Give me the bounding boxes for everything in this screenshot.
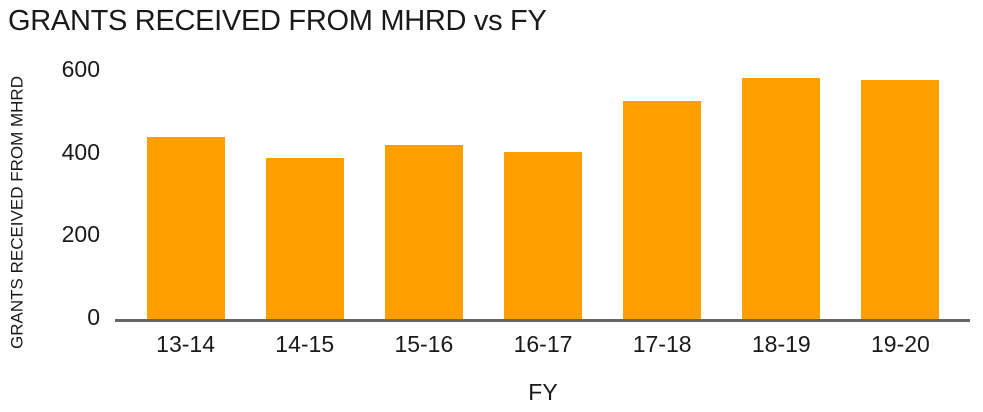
x-tick-label-17-18: 17-18 — [632, 331, 692, 357]
bar-15-16 — [384, 145, 463, 321]
bar-slot-13-14 — [126, 60, 245, 321]
y-tick-label-200: 200 — [61, 221, 100, 247]
bar-17-18 — [623, 101, 702, 321]
bar-slot-16-17 — [483, 60, 602, 321]
bar-slot-14-15 — [245, 60, 364, 321]
y-tick-label-0: 0 — [87, 303, 100, 330]
y-tick-label-400: 400 — [61, 138, 100, 165]
bar-13-14 — [146, 136, 225, 321]
chart-title: GRANTS RECEIVED FROM MHRD vs FY — [8, 5, 547, 37]
x-axis-tick-labels: 13-14 14-15 15-16 16-17 17-18 18-19 19-20 — [126, 331, 960, 357]
y-tick-label-600: 600 — [61, 56, 100, 82]
bar-16-17 — [503, 151, 582, 321]
x-tick-label-19-20: 19-20 — [871, 331, 930, 357]
bar-14-15 — [265, 157, 344, 321]
x-axis-line — [115, 319, 970, 322]
bar-18-19 — [742, 78, 821, 321]
plot-area — [126, 60, 960, 321]
y-axis-tick-labels: 0 200 400 600 — [0, 0, 100, 412]
x-tick-label-15-16: 15-16 — [394, 331, 454, 357]
bar-slot-19-20 — [841, 60, 960, 321]
x-tick-label-18-19: 18-19 — [751, 331, 811, 357]
x-tick-label-13-14: 13-14 — [156, 331, 215, 357]
x-tick-label-14-15: 14-15 — [275, 331, 335, 357]
bar-slot-15-16 — [364, 60, 483, 321]
bar-19-20 — [861, 80, 940, 321]
x-tick-label-16-17: 16-17 — [513, 331, 573, 357]
bar-slot-18-19 — [722, 60, 841, 321]
bar-slot-17-18 — [603, 60, 722, 321]
x-axis-title: FY — [528, 379, 558, 405]
